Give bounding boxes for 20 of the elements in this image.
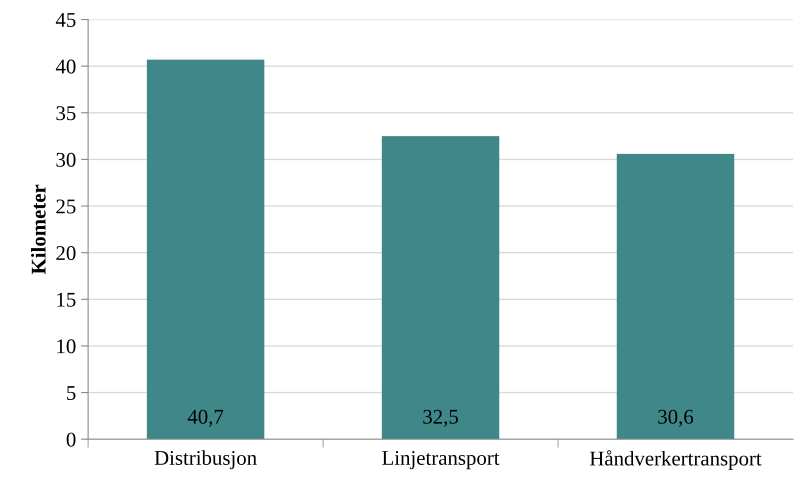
x-tick-label: Håndverkertransport: [590, 450, 762, 470]
bar: [616, 154, 734, 440]
y-tick-label: 20: [56, 246, 76, 260]
y-tick-label: 30: [56, 152, 76, 167]
y-axis-title: Kilometer: [31, 184, 46, 274]
y-tick-label: 25: [56, 199, 76, 214]
y-tick-label: 5: [67, 386, 76, 400]
data-label: 40,7: [188, 410, 224, 427]
y-tick-label: 15: [57, 292, 76, 307]
y-tick-label: 10: [57, 339, 76, 354]
bar: [146, 60, 264, 440]
y-tick-label: 45: [56, 13, 76, 27]
y-tick-label: 40: [56, 60, 76, 74]
y-tick-label: 35: [56, 106, 76, 120]
bar: [382, 136, 500, 440]
y-tick-label: 0: [66, 432, 76, 447]
data-label: 32,5: [423, 410, 458, 427]
data-label: 30,6: [658, 410, 694, 427]
x-tick-label: Distribusjon: [154, 450, 257, 470]
x-tick-label: Linjetransport: [382, 450, 500, 470]
